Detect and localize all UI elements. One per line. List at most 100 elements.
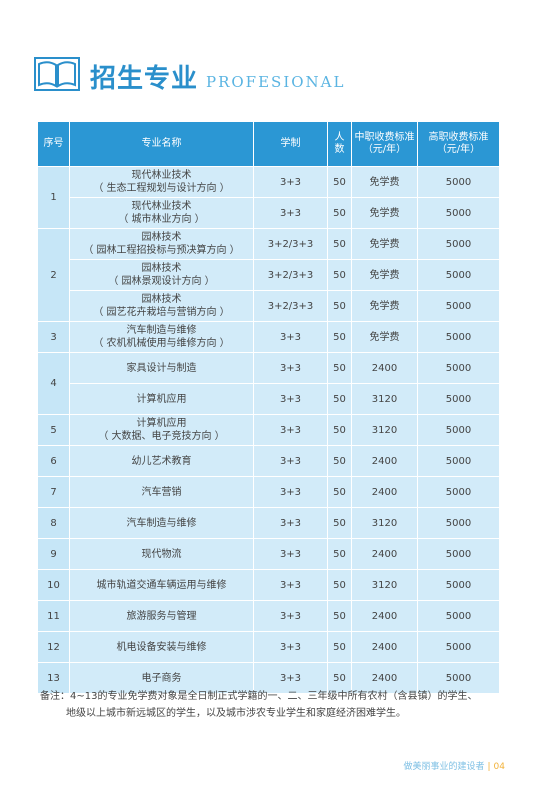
footer-slogan: 做美丽事业的建设者 [403, 762, 485, 772]
table-row: 9 现代物流 3+3 50 2400 5000 [37, 538, 500, 570]
major-name: 计算机应用 [136, 418, 187, 429]
mid-fee-cell: 免学费 [351, 290, 418, 322]
major-direction: （ 城市林业方向 ） [118, 214, 205, 225]
page-header: 招生专业 PROFESIONAL [34, 56, 504, 96]
header-high-fee: 高职收费标准（元/年） [417, 121, 500, 167]
table-row: 计算机应用 3+3 50 3120 5000 [38, 383, 500, 415]
mid-fee-cell: 3120 [351, 414, 418, 446]
major-cell: 园林技术 （ 园艺花卉栽培与营销方向 ） [69, 290, 254, 322]
high-fee-cell: 5000 [417, 166, 500, 198]
major-name: 园林技术 [141, 232, 182, 243]
count-cell: 50 [327, 259, 352, 291]
mid-fee-cell: 免学费 [351, 197, 418, 229]
table-body: 1 现代林业技术（ 生态工程规划与设计方向 ） 3+3 50 免学费 5000 现代林业技术… [37, 166, 500, 694]
mid-fee-cell: 2400 [351, 445, 418, 477]
system-cell: 3+3 [253, 507, 328, 539]
major-direction: （ 大数据、电子竞技方向 ） [98, 431, 225, 442]
major-name: 汽车制造与维修 [126, 517, 197, 529]
major-cell: 机电设备安装与维修 [69, 631, 254, 663]
count-cell: 50 [327, 414, 352, 446]
count-cell: 50 [327, 445, 352, 477]
high-fee-cell: 5000 [417, 538, 500, 570]
table-row: 4 家具设计与制造 3+3 50 2400 5000 [37, 352, 500, 415]
system-cell: 3+2/3+3 [253, 290, 328, 322]
table-row: 园林技术 （ 园林景观设计方向 ） 3+2/3+3 50 免学费 5000 [38, 259, 500, 291]
count-cell: 50 [327, 352, 352, 384]
header-system: 学制 [253, 121, 328, 167]
header-mid-fee: 中职收费标准（元/年） [351, 121, 418, 167]
count-cell: 50 [327, 197, 352, 229]
system-cell: 3+3 [253, 662, 328, 694]
table-row: 10 城市轨道交通车辆运用与维修 3+3 50 3120 5000 [37, 569, 500, 601]
mid-fee-cell: 3120 [351, 383, 418, 415]
count-cell: 50 [327, 228, 352, 260]
major-name: 汽车制造与维修 [126, 325, 197, 336]
system-cell: 3+3 [253, 538, 328, 570]
high-fee-cell: 5000 [417, 383, 500, 415]
footer-divider: | [487, 762, 491, 772]
remarks: 备注：4~13的专业免学费对象是全日制正式学籍的一、二、三年级中所有农村（含县镇… [40, 688, 510, 722]
major-cell: 现代林业技术 （ 生态工程规划与设计方向 ） [69, 166, 254, 198]
system-cell: 3+3 [253, 476, 328, 508]
high-fee-cell: 5000 [417, 197, 500, 229]
high-fee-cell: 5000 [417, 569, 500, 601]
major-name: 家具设计与制造 [126, 362, 197, 374]
high-fee-cell: 5000 [417, 662, 500, 694]
major-name: 现代物流 [141, 548, 182, 560]
mid-fee-cell: 2400 [351, 662, 418, 694]
header-major: 专业名称 [69, 121, 254, 167]
high-fee-cell: 5000 [417, 445, 500, 477]
major-cell: 现代物流 [69, 538, 254, 570]
major-cell: 城市轨道交通车辆运用与维修 [69, 569, 254, 601]
seq-cell: 12 [37, 631, 70, 663]
page-subtitle: PROFESIONAL [206, 73, 346, 91]
major-direction: （ 生态工程规划与设计方向 ） [93, 183, 230, 194]
system-cell: 3+3 [253, 166, 328, 198]
count-cell: 50 [327, 383, 352, 415]
count-cell: 50 [327, 600, 352, 632]
major-cell: 汽车制造与维修 [69, 507, 254, 539]
major-cell: 计算机应用 [69, 383, 254, 415]
table-row: 11 旅游服务与管理 3+3 50 2400 5000 [37, 600, 500, 632]
table-row: 13 电子商务 3+3 50 2400 5000 [37, 662, 500, 694]
count-cell: 50 [327, 476, 352, 508]
header-seq: 序号 [37, 121, 70, 167]
header-count: 人数 [327, 121, 352, 167]
major-name: 城市轨道交通车辆运用与维修 [96, 579, 227, 591]
count-cell: 50 [327, 321, 352, 353]
system-cell: 3+2/3+3 [253, 228, 328, 260]
table-row: 园林技术 （ 园艺花卉栽培与营销方向 ） 3+2/3+3 50 免学费 5000 [38, 290, 500, 322]
high-fee-cell: 5000 [417, 600, 500, 632]
major-cell: 汽车制造与维修 （ 农机机械使用与维修方向 ） [69, 321, 254, 353]
seq-cell: 1 [37, 166, 70, 229]
system-cell: 3+3 [253, 569, 328, 601]
major-direction: （ 园艺花卉栽培与营销方向 ） [93, 307, 230, 318]
high-fee-cell: 5000 [417, 321, 500, 353]
page-footer: 做美丽事业的建设者 | 04 [403, 759, 505, 772]
high-fee-cell: 5000 [417, 228, 500, 260]
system-cell: 3+3 [253, 600, 328, 632]
count-cell: 50 [327, 290, 352, 322]
major-name: 园林技术 [141, 263, 182, 274]
high-fee-cell: 5000 [417, 414, 500, 446]
table-row: 7 汽车营销 3+3 50 2400 5000 [37, 476, 500, 508]
seq-cell: 9 [37, 538, 70, 570]
high-fee-cell: 5000 [417, 259, 500, 291]
seq-cell: 7 [37, 476, 70, 508]
seq-cell: 11 [37, 600, 70, 632]
major-cell: 汽车营销 [69, 476, 254, 508]
major-name: 现代林业技术 [131, 201, 192, 212]
major-cell: 园林技术 （ 园林景观设计方向 ） [69, 259, 254, 291]
table-row: 3 汽车制造与维修 （ 农机机械使用与维修方向 ） 3+3 50 免学费 5000 [37, 321, 500, 353]
system-cell: 3+3 [253, 383, 328, 415]
mid-fee-cell: 2400 [351, 600, 418, 632]
mid-fee-cell: 2400 [351, 538, 418, 570]
open-book-icon [34, 57, 80, 91]
major-direction: （ 园林工程招投标与预决算方向 ） [83, 245, 240, 256]
mid-fee-cell: 3120 [351, 569, 418, 601]
mid-fee-cell: 免学费 [351, 166, 418, 198]
mid-fee-cell: 2400 [351, 352, 418, 384]
count-cell: 50 [327, 507, 352, 539]
table-row: 1 现代林业技术 （ 生态工程规划与设计方向 ） 3+3 50 免学费 5000 [37, 166, 500, 229]
